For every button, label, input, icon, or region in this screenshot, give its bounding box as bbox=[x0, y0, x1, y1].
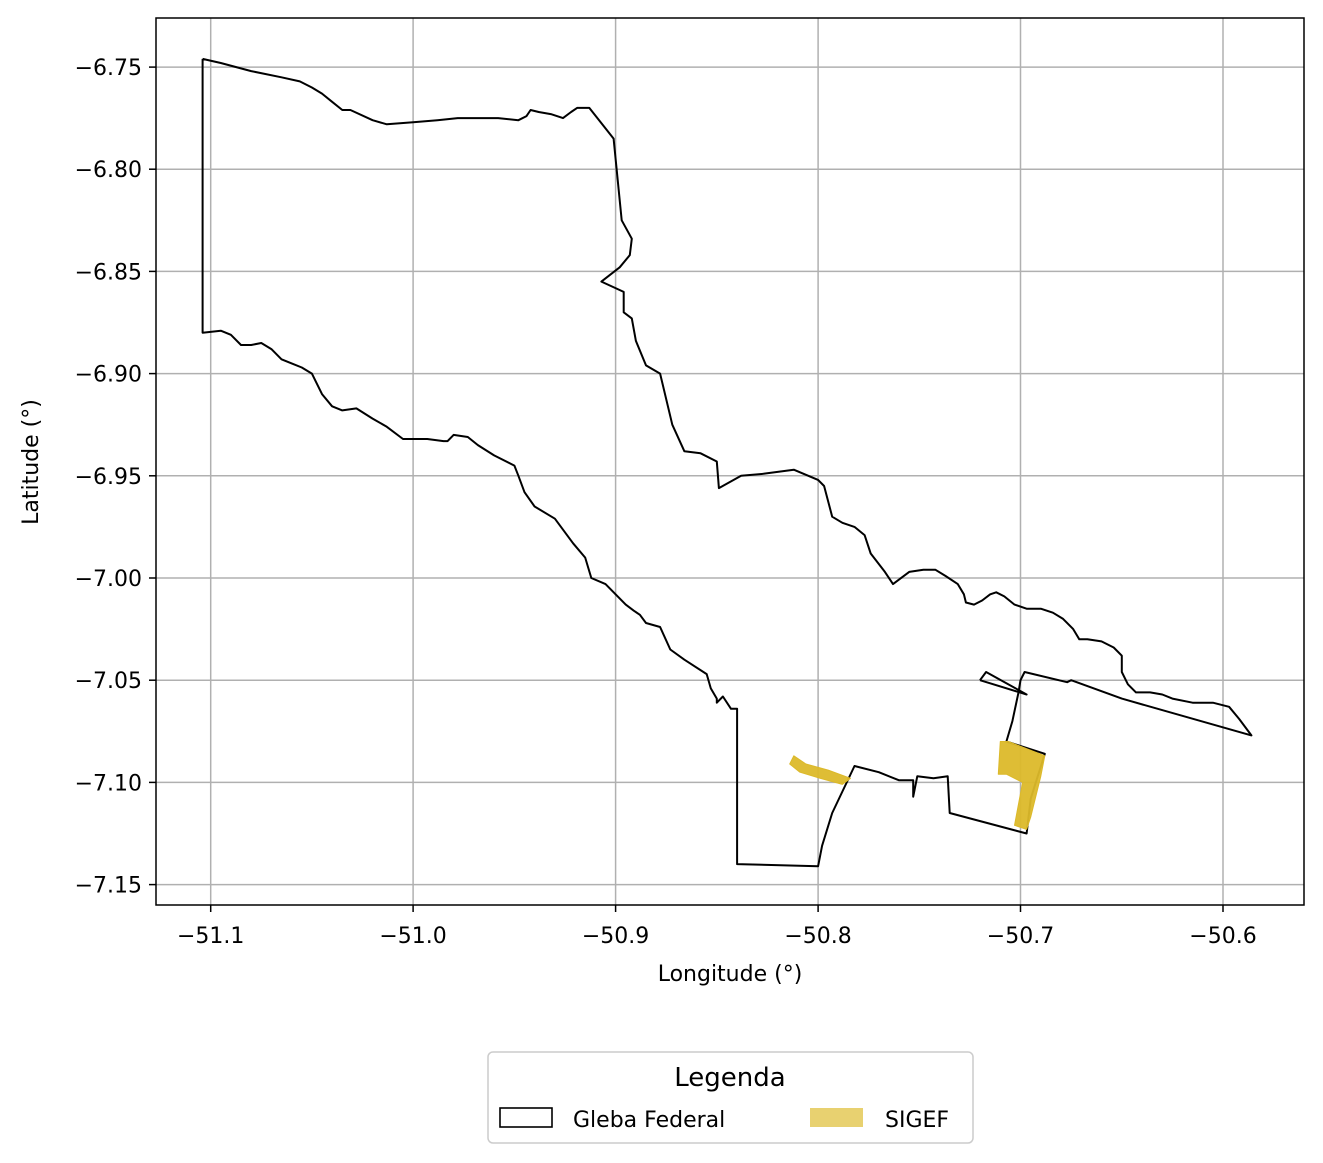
x-tick-label: −50.8 bbox=[784, 924, 851, 949]
x-axis-label: Longitude (°) bbox=[658, 962, 803, 987]
y-tick-label: −7.15 bbox=[75, 874, 142, 899]
y-tick-label: −7.00 bbox=[75, 567, 142, 592]
y-tick-label: −6.90 bbox=[75, 363, 142, 388]
legend: Legenda Gleba Federal SIGEF bbox=[487, 1051, 974, 1144]
y-tick-label: −6.75 bbox=[75, 56, 142, 81]
axis-ticks: −51.1 −51.0 −50.9 −50.8 −50.7 −50.6 −6.75 −6.80… bbox=[75, 56, 1257, 949]
y-tick-label: −6.95 bbox=[75, 465, 142, 490]
x-tick-label: −50.7 bbox=[987, 924, 1054, 949]
gleba-federal-boundary bbox=[979, 671, 1028, 696]
legend-swatch-sigef bbox=[810, 1108, 863, 1127]
y-tick-label: −6.85 bbox=[75, 260, 142, 285]
sigef-polygon bbox=[789, 755, 851, 785]
legend-swatch-gleba-federal bbox=[499, 1107, 553, 1128]
x-tick-label: −51.0 bbox=[379, 924, 446, 949]
x-tick-label: −50.6 bbox=[1189, 924, 1256, 949]
y-tick-label: −7.10 bbox=[75, 771, 142, 796]
y-axis-label: Latitude (°) bbox=[19, 399, 44, 525]
x-tick-label: −51.1 bbox=[177, 924, 244, 949]
sigef-polygon bbox=[997, 741, 1046, 830]
plot-frame bbox=[155, 17, 1305, 906]
legend-title: Legenda bbox=[674, 1063, 785, 1093]
grid-lines bbox=[156, 18, 1304, 905]
y-tick-label: −7.05 bbox=[75, 669, 142, 694]
map-layers bbox=[201, 57, 1253, 868]
gleba-federal-boundary bbox=[201, 57, 1253, 868]
legend-label-sigef: SIGEF bbox=[885, 1108, 949, 1133]
x-tick-label: −50.9 bbox=[582, 924, 649, 949]
legend-label-gleba-federal: Gleba Federal bbox=[573, 1108, 725, 1133]
y-tick-label: −6.80 bbox=[75, 158, 142, 183]
